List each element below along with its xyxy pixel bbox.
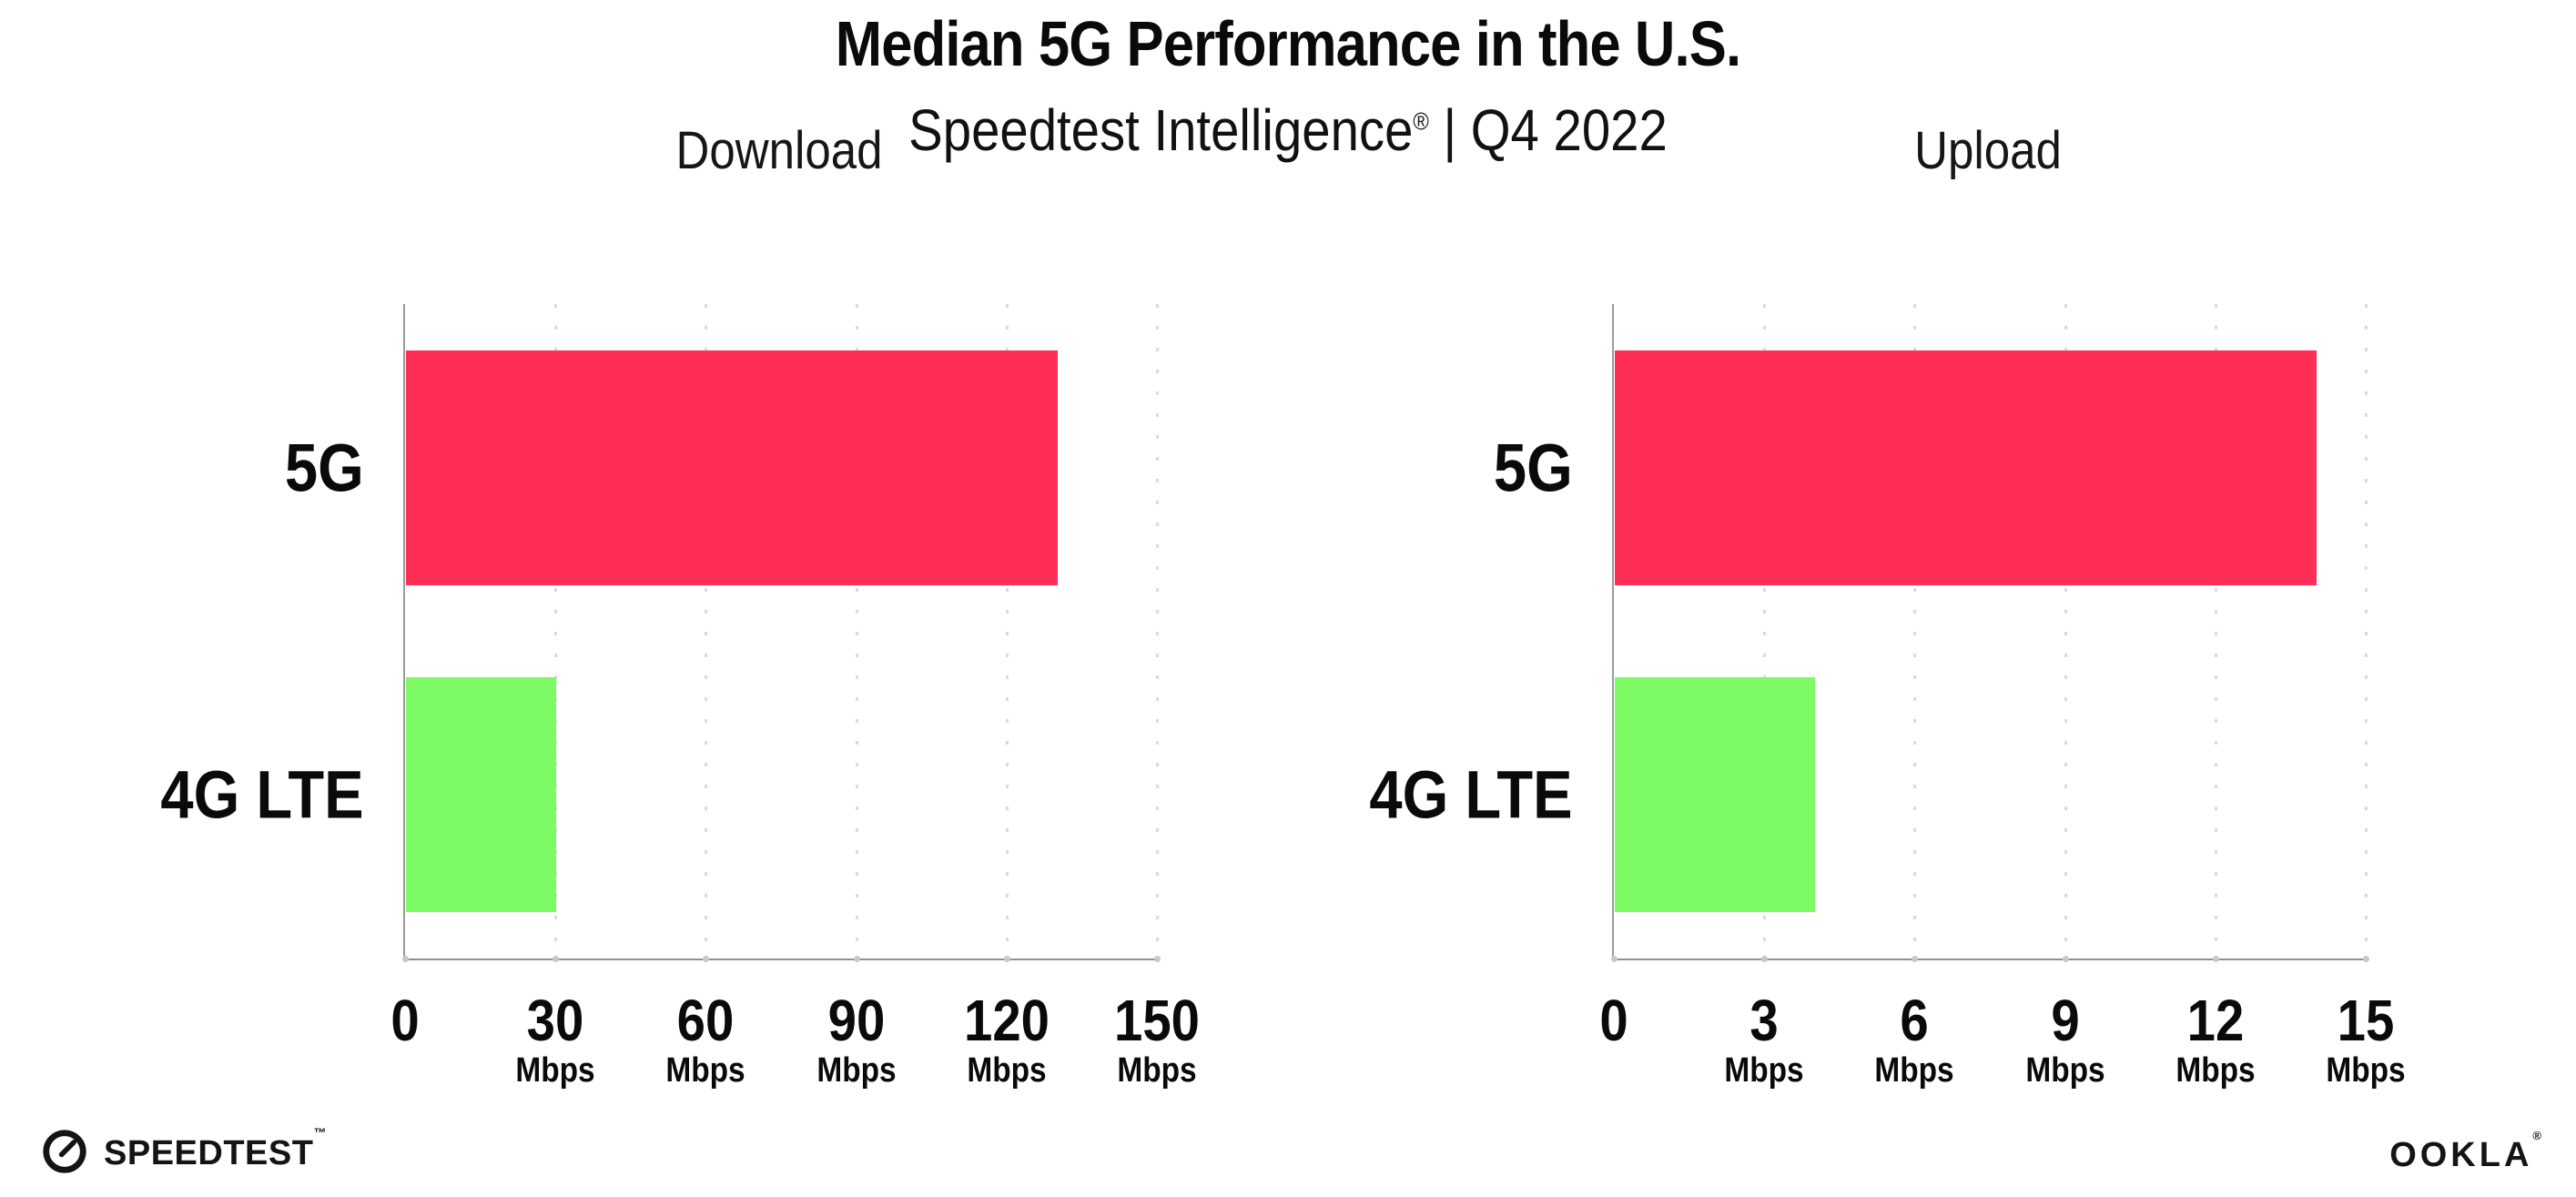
x-tick-unit: Mbps	[665, 1051, 746, 1090]
x-tick-unit: Mbps	[967, 1051, 1047, 1090]
gridline	[1763, 304, 1767, 959]
x-tick-label: 90	[827, 988, 885, 1053]
x-tick-unit: Mbps	[1724, 1051, 1804, 1090]
x-tick-label: 0	[390, 988, 420, 1053]
bar-4g-lte	[406, 677, 557, 913]
x-tick-label: 9	[2050, 988, 2080, 1053]
axis-tick-dot	[1761, 956, 1769, 962]
ookla-registered-mark: ®	[2532, 1129, 2545, 1142]
x-tick-unit: Mbps	[2326, 1051, 2406, 1090]
x-tick-unit: Mbps	[1874, 1051, 1955, 1090]
plot-upload: 0 3 Mbps 6 Mbps 9 Mbps 12 Mbps 15 Mbps 5G 4G LTE	[1370, 304, 2406, 1088]
axis-tick-dot	[703, 956, 710, 962]
gridline	[554, 304, 558, 959]
axis-tick-dot	[2363, 956, 2369, 962]
x-tick-label: 3	[1749, 988, 1779, 1053]
x-tick-label: 150	[1114, 988, 1200, 1053]
x-tick-label: 120	[963, 988, 1050, 1053]
x-tick-unit: Mbps	[515, 1051, 595, 1090]
x-tick-label: 30	[526, 988, 584, 1053]
bar-5g	[1615, 350, 2317, 585]
page-subtitle: Speedtest Intelligence® | Q4 2022	[155, 96, 2421, 164]
axis-tick-dot	[402, 956, 409, 962]
chart-title-download: Download	[675, 121, 883, 180]
axis-tick-dot	[2062, 956, 2069, 962]
category-label: 5G	[1494, 430, 1573, 506]
x-tick-unit: Mbps	[2024, 1051, 2105, 1090]
gridline	[855, 304, 858, 959]
axis-tick-dot	[1003, 956, 1010, 962]
x-tick-label: 12	[2186, 988, 2245, 1053]
speedtest-logo: SPEEDTEST™	[40, 1125, 327, 1181]
x-tick-label: 0	[1599, 988, 1628, 1053]
gridline	[1005, 304, 1009, 959]
gridline	[1913, 304, 1917, 959]
plot-download: 0 30 Mbps 60 Mbps 90 Mbps 120 Mbps 150 Mbps 5G 4G LT…	[161, 304, 1200, 1088]
x-tick-unit: Mbps	[2175, 1051, 2256, 1090]
axis-tick-dot	[1154, 956, 1161, 962]
axis-tick-dot	[853, 956, 860, 962]
subtitle-brand: Speedtest Intelligence	[908, 97, 1414, 163]
ookla-wordmark-text: OOKLA	[2389, 1136, 2533, 1174]
gridline	[2214, 304, 2217, 959]
bar-4g-lte	[1615, 677, 1816, 913]
speedtest-wordmark: SPEEDTEST™	[104, 1125, 327, 1173]
page-title: Median 5G Performance in the U.S.	[835, 8, 1741, 79]
gridline	[1156, 304, 1159, 959]
category-label: 4G LTE	[160, 756, 364, 833]
speedtest-trademark: ™	[313, 1125, 327, 1140]
subtitle-period: | Q4 2022	[1428, 97, 1668, 163]
category-label: 5G	[285, 430, 364, 506]
axis-tick-dot	[2212, 956, 2219, 962]
speedtest-wordmark-text: SPEEDTEST	[104, 1134, 314, 1172]
x-tick-unit: Mbps	[816, 1051, 897, 1090]
x-tick-label: 60	[677, 988, 735, 1053]
axis-tick-dot	[1912, 956, 1919, 962]
speedtest-gauge-icon	[40, 1127, 89, 1181]
axis-tick-dot	[553, 956, 560, 962]
gridline	[2064, 304, 2067, 959]
axis-tick-dot	[1611, 956, 1618, 962]
registered-mark: ®	[1413, 107, 1429, 136]
gridline	[2365, 304, 2368, 959]
x-tick-label: 15	[2337, 988, 2395, 1053]
gridline	[705, 304, 708, 959]
x-tick-unit: Mbps	[1117, 1051, 1197, 1090]
x-tick-label: 6	[1900, 988, 1930, 1053]
category-label: 4G LTE	[1369, 756, 1573, 833]
bar-5g	[406, 350, 1058, 585]
ookla-logo: OOKLA®	[2389, 1129, 2545, 1175]
chart-title-upload: Upload	[1914, 121, 2062, 180]
